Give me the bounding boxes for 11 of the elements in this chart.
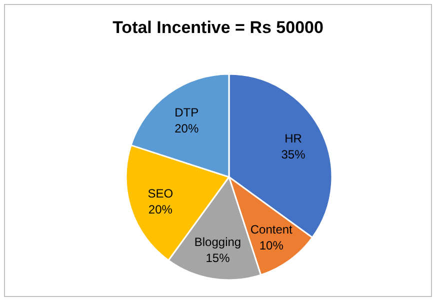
slice-label: Content: [250, 222, 294, 236]
data-label: 15%: [206, 251, 230, 266]
slice-label: Blogging: [194, 235, 242, 250]
data-label: 10%: [259, 238, 284, 252]
data-label: 20%: [148, 202, 173, 216]
data-label: 35%: [281, 147, 306, 162]
slice-label: HR: [284, 131, 302, 146]
slice-label: SEO: [148, 186, 174, 200]
data-label: 20%: [174, 122, 199, 136]
chart-title: Total Incentive = Rs 50000: [112, 18, 324, 37]
slice-label: DTP: [174, 106, 199, 120]
